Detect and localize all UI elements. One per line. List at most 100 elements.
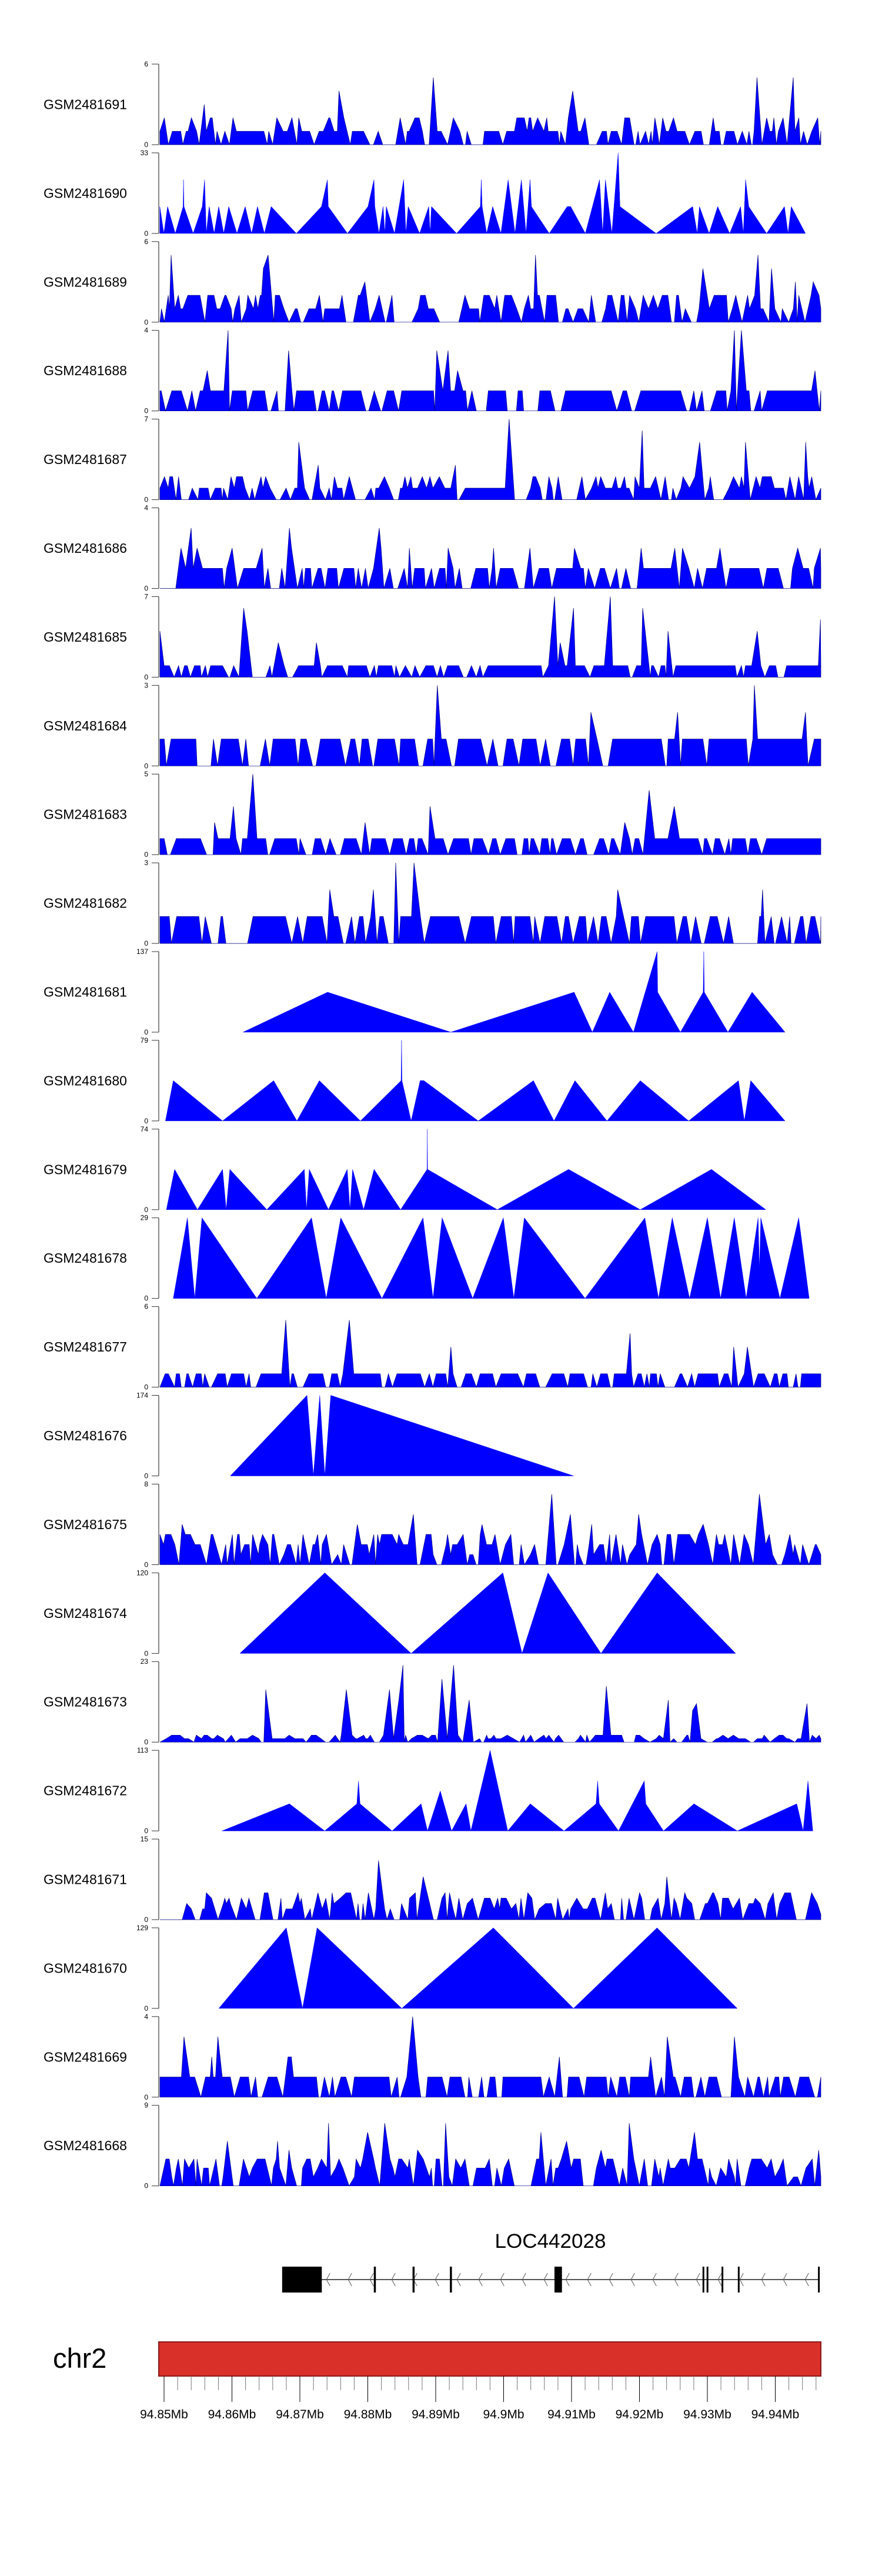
signal-area <box>230 1394 574 1476</box>
strand-arrow-icon <box>500 2273 505 2287</box>
y-tick-label-zero: 0 <box>144 2182 148 2190</box>
y-tick-label-zero: 0 <box>144 1472 148 1480</box>
y-tick-label-max: 6 <box>144 60 148 68</box>
y-tick-label-zero: 0 <box>144 673 148 681</box>
strand-arrow-icon <box>652 2273 657 2287</box>
y-tick-label-zero: 0 <box>144 1649 148 1657</box>
track-label: GSM2481679 <box>44 1162 127 1177</box>
track-GSM2481668: GSM2481668 9 0 <box>44 2101 821 2190</box>
track-GSM2481676: GSM2481676 174 0 <box>44 1392 574 1480</box>
signal-area <box>159 1494 821 1566</box>
signal-area <box>218 1927 738 2009</box>
signal-area <box>159 2016 821 2098</box>
strand-arrow-icon <box>543 2273 548 2287</box>
exon <box>818 2267 820 2293</box>
track-label: GSM2481675 <box>44 1517 127 1532</box>
track-label: GSM2481668 <box>44 2138 127 2153</box>
strand-arrow-icon <box>456 2273 461 2287</box>
y-tick-label-max: 4 <box>144 2013 148 2021</box>
y-tick-label-max: 7 <box>144 415 148 423</box>
signal-area <box>159 152 806 234</box>
y-tick-label-max: 5 <box>144 770 148 778</box>
exon <box>412 2267 415 2293</box>
y-tick-label-zero: 0 <box>144 2093 148 2101</box>
x-tick-label: 94.94Mb <box>751 2408 800 2421</box>
track-label: GSM2481672 <box>44 1783 127 1798</box>
track-label: GSM2481674 <box>44 1606 127 1621</box>
track-label: GSM2481669 <box>44 2049 127 2064</box>
signal-area <box>166 1129 767 1210</box>
track-GSM2481671: GSM2481671 15 0 <box>44 1835 821 1924</box>
track-label: GSM2481689 <box>44 274 127 289</box>
track-label: GSM2481688 <box>44 363 127 378</box>
signal-area <box>159 77 821 146</box>
y-tick-label-zero: 0 <box>144 1294 148 1303</box>
signal-area <box>159 863 821 944</box>
strand-arrow-icon <box>696 2273 700 2287</box>
strand-arrow-icon <box>478 2273 483 2287</box>
y-tick-label-max: 174 <box>136 1392 148 1400</box>
y-tick-label-max: 79 <box>141 1036 149 1045</box>
strand-arrow-icon <box>565 2273 570 2287</box>
y-tick-label-zero: 0 <box>144 1738 148 1746</box>
x-tick-label: 94.88Mb <box>344 2408 392 2421</box>
y-tick-label-max: 6 <box>144 1303 148 1311</box>
signal-area <box>173 1217 810 1299</box>
signal-area <box>159 1665 821 1743</box>
y-tick-label-zero: 0 <box>144 407 148 415</box>
y-tick-label-max: 15 <box>141 1835 149 1843</box>
x-tick-label: 94.86Mb <box>208 2408 256 2421</box>
track-label: GSM2481687 <box>44 452 127 467</box>
y-tick-label-max: 4 <box>144 326 148 335</box>
y-tick-label-max: 113 <box>137 1746 148 1754</box>
track-label: GSM2481686 <box>44 540 127 556</box>
strand-arrow-icon <box>522 2273 526 2287</box>
y-tick-label-max: 7 <box>144 592 148 600</box>
track-GSM2481689: GSM2481689 6 0 <box>44 238 821 326</box>
track-GSM2481674: GSM2481674 120 0 <box>44 1569 736 1657</box>
track-label: GSM2481676 <box>44 1428 127 1443</box>
track-GSM2481687: GSM2481687 7 0 <box>44 415 821 504</box>
strand-arrow-icon <box>739 2273 744 2287</box>
y-tick-label-zero: 0 <box>144 939 148 947</box>
track-label: GSM2481690 <box>44 185 127 201</box>
track-GSM2481681: GSM2481681 137 0 <box>44 947 786 1036</box>
gene-track: LOC442028 <box>282 2230 820 2293</box>
signal-area <box>159 1320 821 1388</box>
x-tick-label: 94.92Mb <box>616 2408 664 2421</box>
y-tick-label-zero: 0 <box>144 1383 148 1392</box>
y-tick-label-max: 23 <box>141 1657 149 1666</box>
y-tick-label-zero: 0 <box>144 496 148 504</box>
y-tick-label-max: 120 <box>136 1569 148 1577</box>
track-label: GSM2481685 <box>44 629 127 645</box>
exon <box>282 2267 322 2293</box>
strand-arrow-icon <box>717 2273 722 2287</box>
track-GSM2481669: GSM2481669 4 0 <box>44 2013 821 2101</box>
strand-arrow-icon <box>435 2273 439 2287</box>
track-label: GSM2481671 <box>44 1872 127 1887</box>
signal-area <box>239 1572 736 1654</box>
exon <box>450 2267 452 2293</box>
y-tick-label-zero: 0 <box>144 1827 148 1835</box>
strand-arrow-icon <box>761 2273 766 2287</box>
y-tick-label-max: 3 <box>144 681 148 689</box>
track-label: GSM2481684 <box>44 718 127 733</box>
track-GSM2481678: GSM2481678 29 0 <box>44 1214 810 1303</box>
y-tick-label-max: 4 <box>144 504 148 512</box>
track-label: GSM2481683 <box>44 807 127 822</box>
track-GSM2481672: GSM2481672 113 0 <box>44 1746 813 1835</box>
signal-area <box>222 1750 813 1832</box>
y-tick-label-max: 8 <box>144 1480 148 1488</box>
track-label: GSM2481682 <box>44 896 127 911</box>
strand-arrow-icon <box>326 2273 330 2287</box>
y-tick-label-max: 33 <box>141 149 149 157</box>
y-tick-label-max: 3 <box>144 859 148 867</box>
x-tick-label: 94.87Mb <box>276 2408 324 2421</box>
strand-arrow-icon <box>348 2273 352 2287</box>
exon <box>721 2267 724 2293</box>
track-GSM2481683: GSM2481683 5 0 <box>44 770 821 859</box>
strand-arrow-icon <box>609 2273 613 2287</box>
exon <box>706 2267 709 2293</box>
x-tick-label: 94.93Mb <box>683 2408 731 2421</box>
track-label: GSM2481677 <box>44 1339 127 1354</box>
